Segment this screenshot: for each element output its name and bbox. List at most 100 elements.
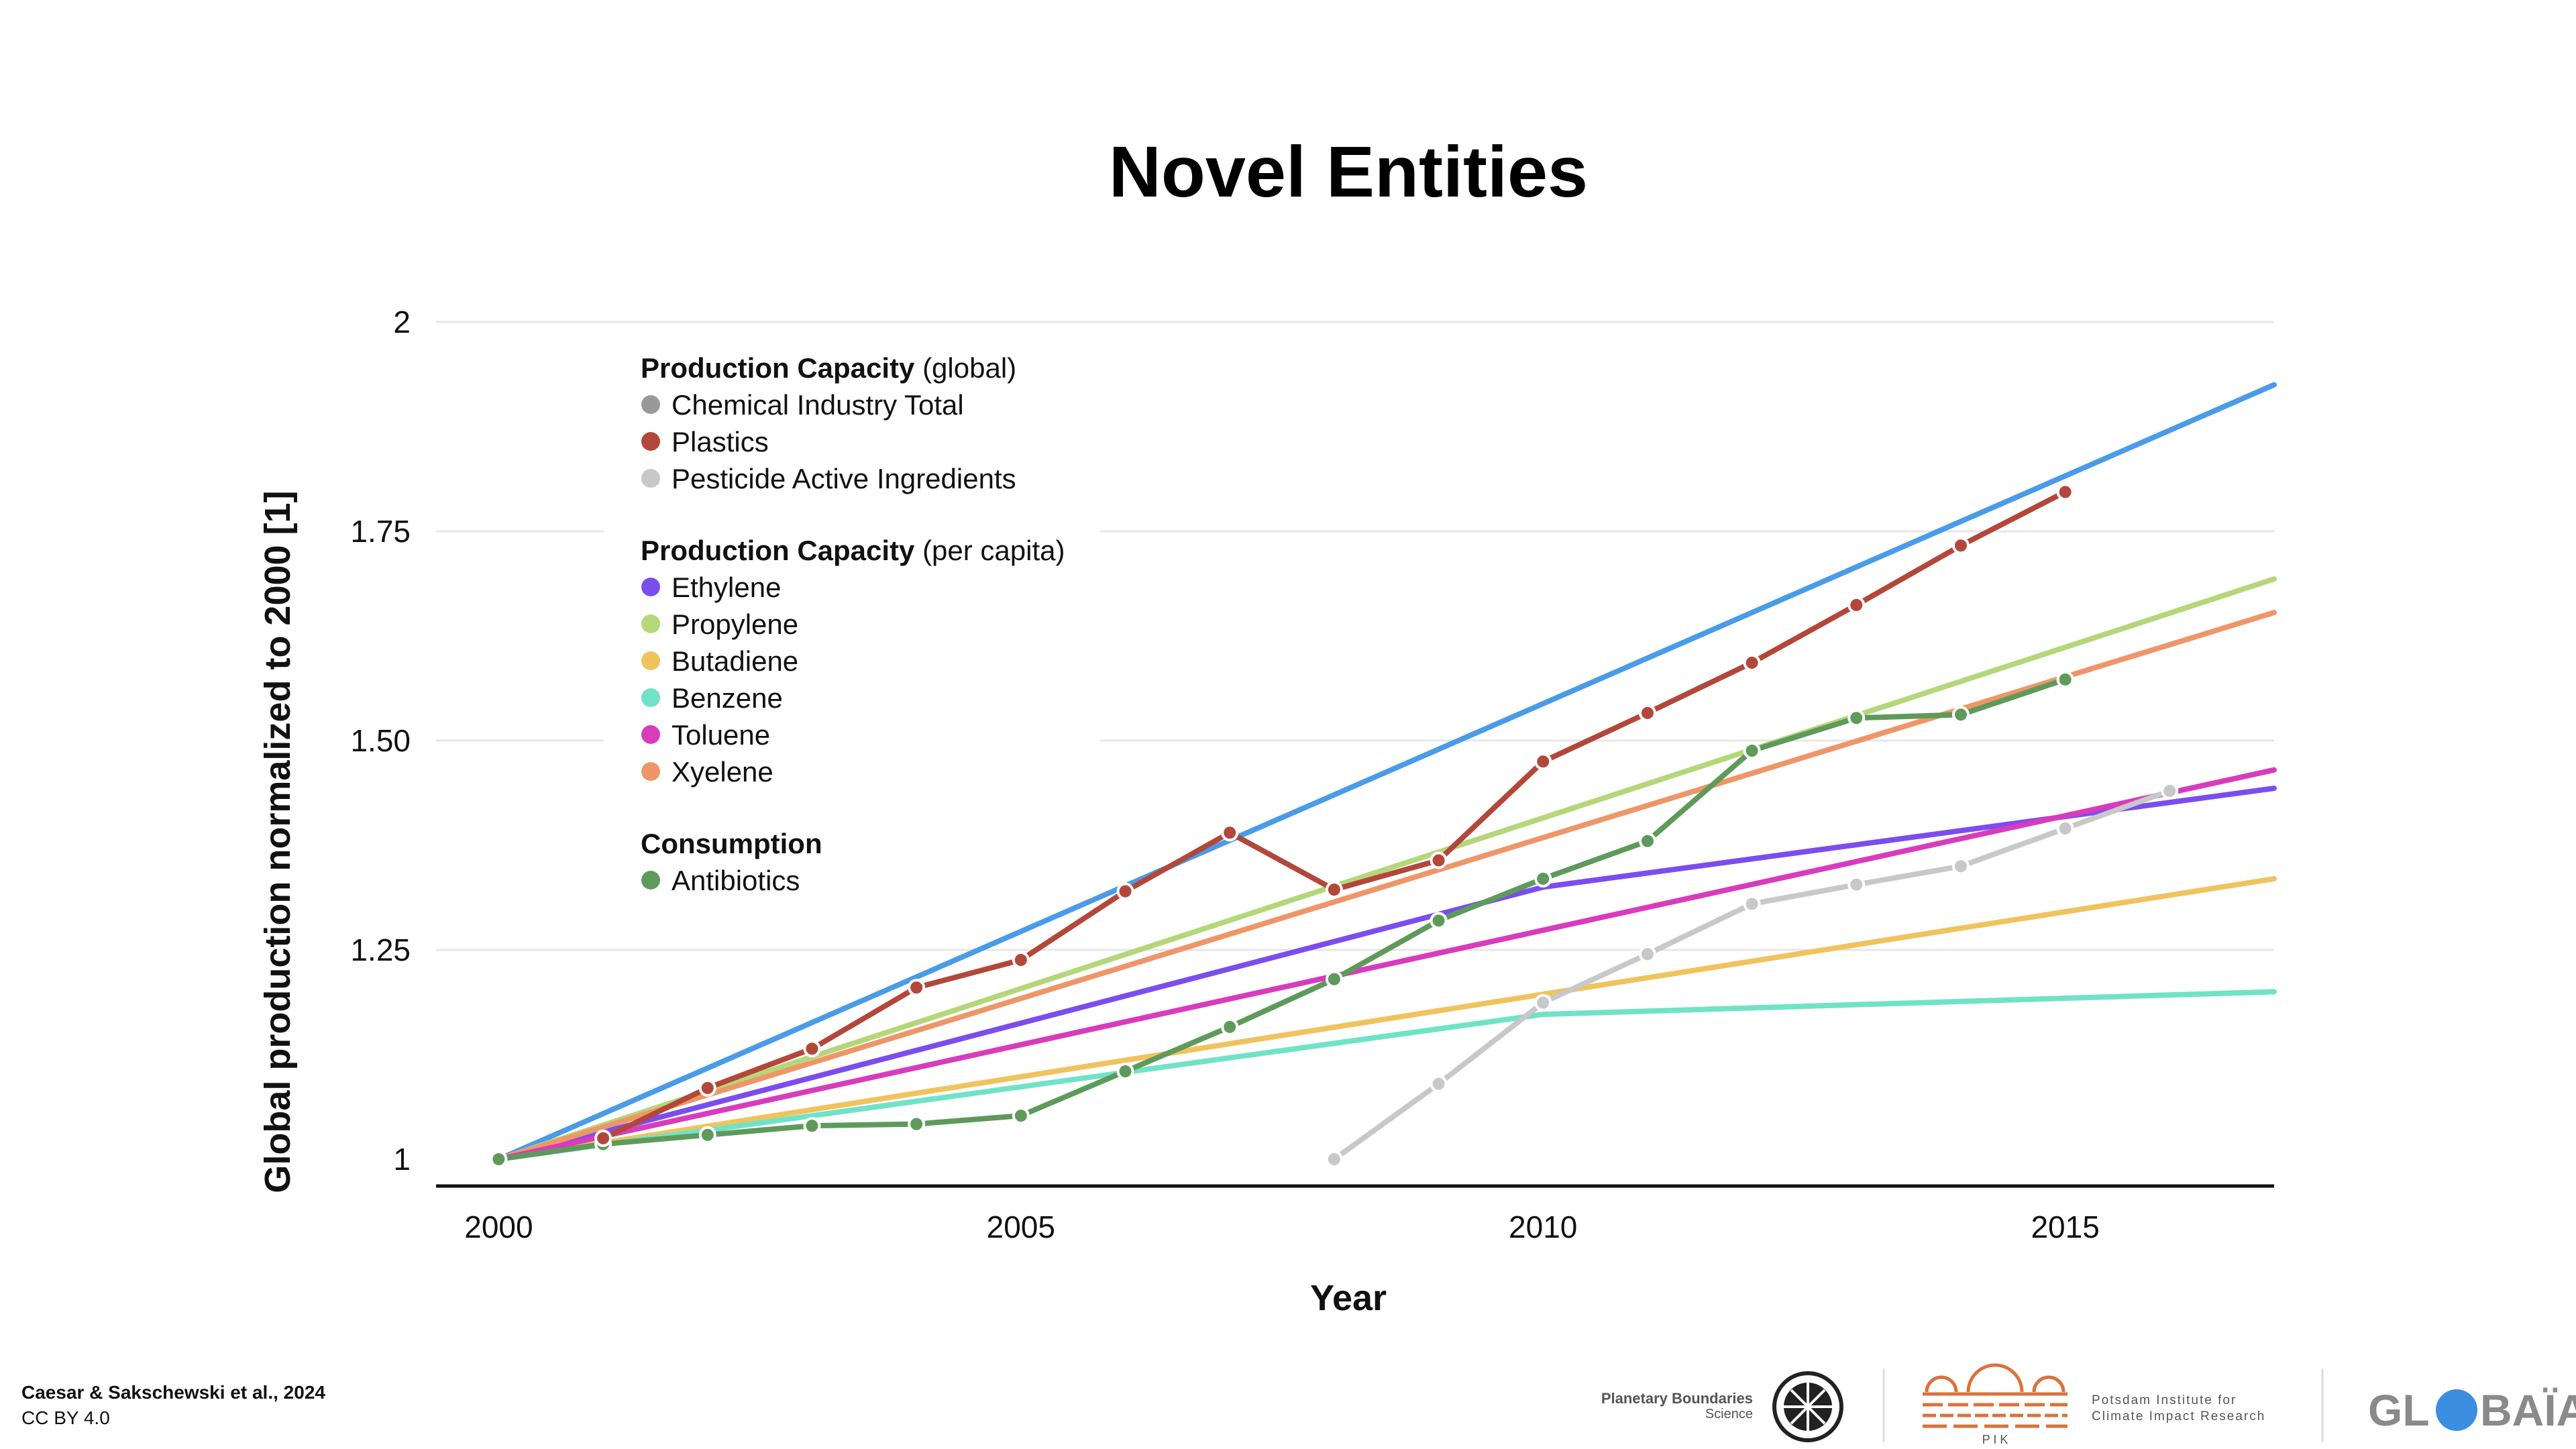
series-line-toluene xyxy=(496,767,2277,1162)
y-tick-label: 2 xyxy=(393,305,411,339)
data-point-pesticide xyxy=(1325,1150,1343,1168)
data-point-plastics xyxy=(1325,881,1343,899)
data-point-antibiotics xyxy=(1743,741,1761,759)
legend-swatch xyxy=(641,614,660,633)
pbs-logo-spokes xyxy=(1784,1383,1832,1431)
y-tick-label: 1.75 xyxy=(350,514,411,549)
legend-swatch xyxy=(641,395,660,414)
data-point-antibiotics xyxy=(1430,912,1448,930)
legend: Production Capacity (global) Chemical Ind… xyxy=(604,335,1100,912)
data-point-pesticide xyxy=(1638,945,1656,963)
legend-swatch xyxy=(641,871,660,890)
legend-item: Propylene xyxy=(672,608,798,640)
legend-swatch xyxy=(641,725,660,744)
pbs-logo-line2: Science xyxy=(1705,1407,1753,1421)
legend-group-title: Consumption xyxy=(641,828,822,859)
data-point-antibiotics xyxy=(698,1126,716,1144)
pik-logo-domes xyxy=(1925,1363,2065,1393)
legend-group-title: Production Capacity (per capita) xyxy=(641,535,1065,566)
data-point-pesticide xyxy=(1951,857,1970,875)
globaia-logo: GL BAÏA xyxy=(2368,1385,2576,1435)
data-point-antibiotics xyxy=(803,1117,821,1135)
series-line-boundary xyxy=(496,382,2277,1162)
data-point-plastics xyxy=(1430,851,1448,869)
data-point-antibiotics xyxy=(1221,1018,1239,1036)
chart-title: Novel Entities xyxy=(1109,131,1588,212)
data-point-plastics xyxy=(803,1040,821,1058)
data-point-antibiotics xyxy=(1638,832,1656,850)
data-point-antibiotics xyxy=(2056,670,2074,688)
series-line-antibiotics xyxy=(496,676,2068,1162)
pbs-logo-line1: Planetary Boundaries xyxy=(1601,1390,1753,1407)
data-point-pesticide xyxy=(1847,875,1866,894)
legend-item: Antibiotics xyxy=(672,865,800,896)
data-point-plastics xyxy=(1743,653,1761,672)
data-point-plastics xyxy=(2056,483,2074,501)
data-point-antibiotics xyxy=(1116,1062,1134,1080)
legend-swatch xyxy=(641,651,660,670)
pik-logo-letters: P I K xyxy=(1982,1433,2008,1446)
legend-item: Plastics xyxy=(672,426,769,458)
legend-item: Pesticide Active Ingredients xyxy=(672,463,1016,494)
globaia-logo-globe xyxy=(2436,1389,2477,1431)
series-line-xyelene xyxy=(496,610,2277,1162)
x-tick-label: 2010 xyxy=(1509,1210,1577,1244)
data-point-plastics xyxy=(698,1079,716,1097)
data-point-pesticide xyxy=(2161,782,2179,800)
data-point-antibiotics xyxy=(1847,709,1866,727)
x-axis-ticks: 2000 2005 2010 2015 xyxy=(464,1210,2100,1244)
data-point-plastics xyxy=(1116,882,1134,900)
globaia-logo-left: GL xyxy=(2368,1385,2430,1435)
data-point-antibiotics xyxy=(908,1115,926,1133)
data-point-pesticide xyxy=(2056,820,2074,838)
legend-swatch xyxy=(641,762,660,781)
legend-item: Xyelene xyxy=(672,756,773,788)
pik-logo-line2: Climate Impact Research xyxy=(2092,1409,2265,1424)
pik-logo-line1: Potsdam Institute for xyxy=(2092,1393,2237,1407)
legend-swatch xyxy=(641,688,660,707)
y-axis-label: Global production normalized to 2000 [1] xyxy=(258,490,298,1193)
y-axis-ticks: 1 1.25 1.50 1.75 2 xyxy=(350,305,411,1177)
data-point-plastics xyxy=(1638,704,1656,722)
data-point-plastics xyxy=(1951,537,1970,555)
data-point-antibiotics xyxy=(490,1150,508,1168)
legend-item: Chemical Industry Total xyxy=(672,389,964,421)
data-point-antibiotics xyxy=(1534,869,1552,888)
x-tick-label: 2015 xyxy=(2031,1210,2099,1244)
data-point-plastics xyxy=(1534,753,1552,771)
data-point-pesticide xyxy=(1743,895,1761,913)
legend-item: Butadiene xyxy=(672,645,798,677)
x-tick-label: 2000 xyxy=(464,1210,533,1244)
data-point-pesticide xyxy=(1534,994,1552,1012)
planetary-boundaries-science-logo: Planetary Boundaries Science xyxy=(1601,1371,1843,1442)
data-point-plastics xyxy=(594,1129,612,1147)
y-tick-label: 1.25 xyxy=(350,932,411,967)
data-point-antibiotics xyxy=(1012,1107,1030,1125)
license: CC BY 4.0 xyxy=(21,1407,110,1428)
pik-logo: P I K Potsdam Institute for Climate Impa… xyxy=(1923,1363,2265,1446)
legend-background xyxy=(604,335,1100,912)
y-tick-label: 1 xyxy=(393,1142,411,1177)
data-point-plastics xyxy=(908,979,926,997)
legend-swatch xyxy=(641,578,660,596)
legend-item: Ethylene xyxy=(672,572,781,603)
legend-swatch xyxy=(641,469,660,488)
series-line-propylene xyxy=(496,576,2277,1162)
globaia-logo-right: BAÏA xyxy=(2480,1385,2576,1435)
data-point-pesticide xyxy=(1430,1075,1448,1093)
series-lines xyxy=(490,382,2277,1168)
data-point-antibiotics xyxy=(1951,706,1970,724)
citation: Caesar & Sakschewski et al., 2024 xyxy=(21,1382,325,1403)
series-line-benzene xyxy=(496,989,2277,1162)
data-point-plastics xyxy=(1847,596,1866,614)
legend-item: Toluene xyxy=(672,719,770,751)
series-line-butadiene xyxy=(496,875,2277,1162)
data-point-plastics xyxy=(1221,824,1239,842)
x-axis-label: Year xyxy=(1310,1278,1387,1318)
legend-group-title: Production Capacity (global) xyxy=(641,352,1016,384)
pbs-logo-ring xyxy=(1772,1371,1843,1442)
legend-swatch xyxy=(641,432,660,451)
data-point-plastics xyxy=(1012,951,1030,969)
